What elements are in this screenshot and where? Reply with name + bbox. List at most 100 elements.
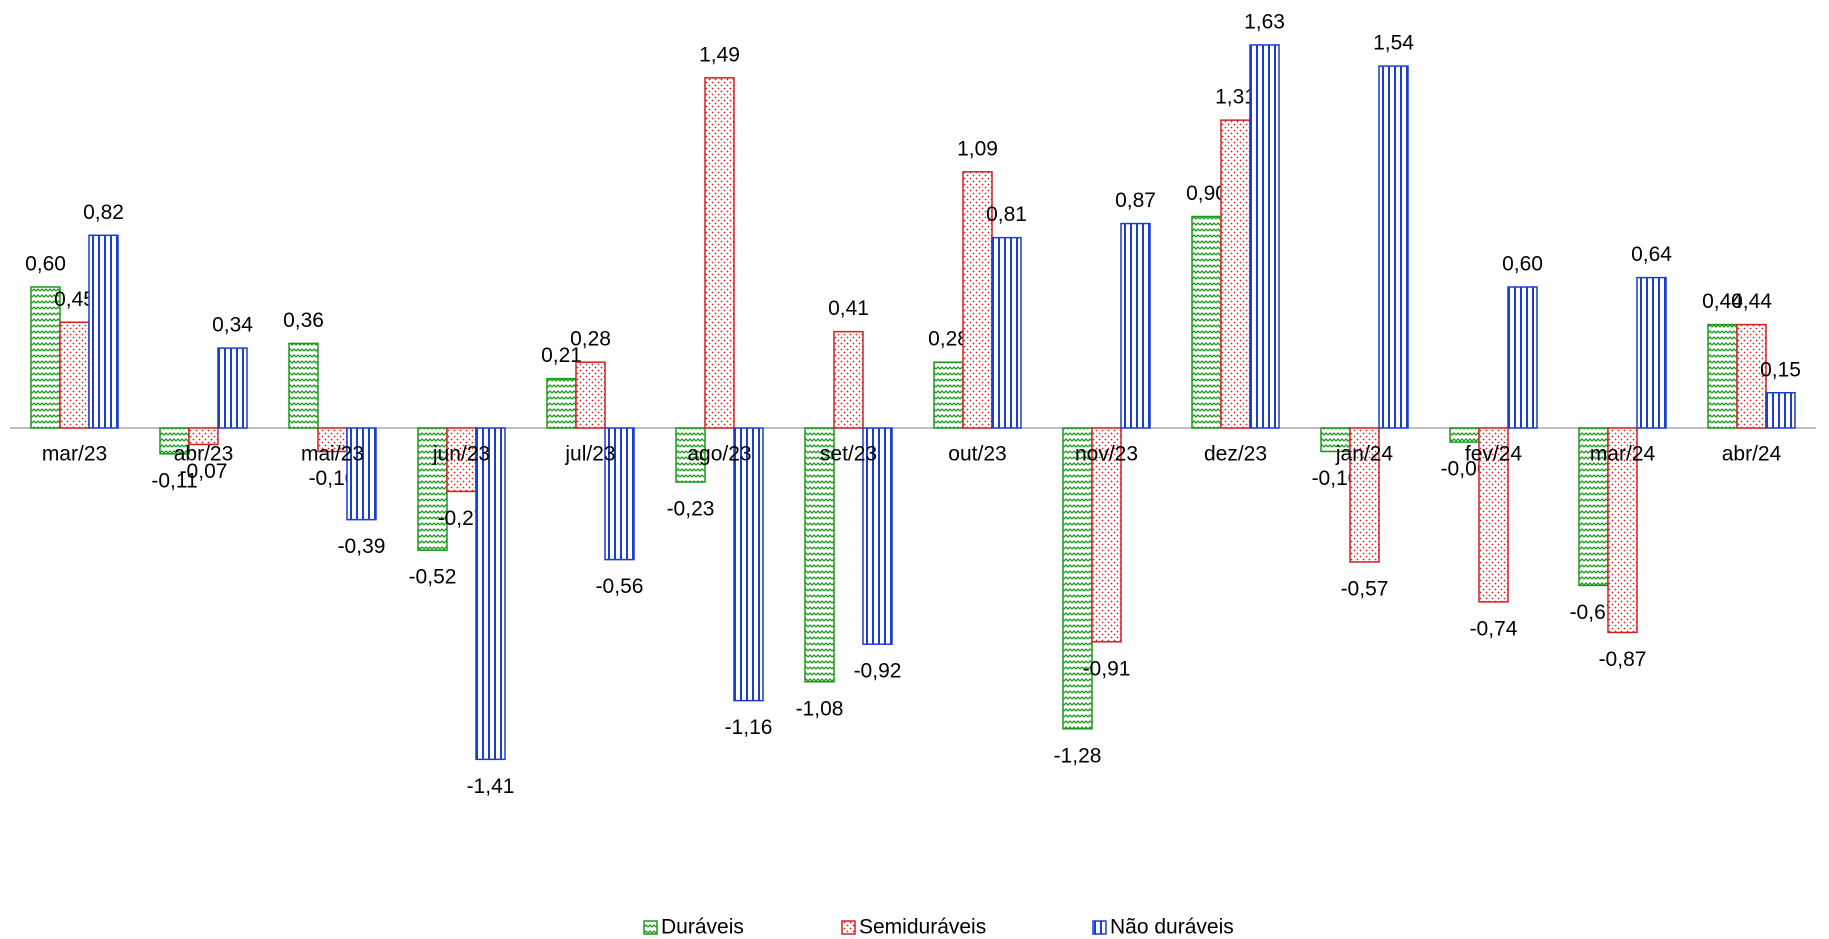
value-label: 1,09 (957, 137, 998, 160)
value-label: -1,41 (467, 775, 515, 798)
bar (675, 427, 706, 483)
value-label: 0,21 (541, 344, 582, 367)
bar (1736, 323, 1767, 429)
value-label: 0,34 (212, 314, 253, 337)
value-label: -1,16 (725, 716, 773, 739)
bar (1349, 427, 1380, 563)
bar (933, 361, 964, 429)
value-label: -0,39 (338, 535, 386, 558)
bar (59, 321, 90, 429)
x-tick-label: jun/23 (432, 443, 490, 466)
bar (733, 427, 764, 702)
value-label: -0,23 (667, 498, 715, 521)
bar (1220, 119, 1251, 429)
value-label: 0,60 (1502, 253, 1543, 276)
value-label: 1,63 (1244, 10, 1285, 33)
bar (704, 77, 735, 429)
x-tick-label: abr/24 (1722, 443, 1782, 466)
value-label: 0,60 (25, 253, 66, 276)
value-label: -0,91 (1083, 657, 1131, 680)
value-label: 0,87 (1115, 189, 1156, 212)
value-label: 0,90 (1186, 182, 1227, 205)
bar (1191, 215, 1222, 429)
value-label: 0,81 (986, 203, 1027, 226)
bar (1707, 323, 1738, 429)
bar (188, 427, 219, 446)
value-label: 0,44 (1702, 290, 1743, 313)
bar (1249, 44, 1280, 429)
value-label: 0,44 (1731, 290, 1772, 313)
x-tick-label: mar/24 (1590, 443, 1656, 466)
x-tick-label: mai/23 (301, 443, 364, 466)
value-label: -0,74 (1470, 617, 1518, 640)
value-label: -0,92 (854, 660, 902, 683)
x-tick-label: fev/24 (1465, 443, 1523, 466)
bar (546, 377, 577, 429)
bar (1507, 286, 1538, 429)
value-label: -0,67 (1570, 601, 1618, 624)
x-tick-label: jan/24 (1335, 443, 1394, 466)
legend-swatch (643, 920, 658, 935)
value-label: -0,07 (180, 460, 228, 483)
value-label: -1,28 (1054, 744, 1102, 767)
x-tick-label: set/23 (820, 443, 877, 466)
value-label: 1,31 (1215, 86, 1256, 109)
bar (962, 171, 993, 429)
bar (604, 427, 635, 561)
bar (991, 236, 1022, 429)
value-label: -0,11 (151, 469, 197, 492)
value-label: 1,54 (1373, 32, 1414, 55)
value-label: 0,15 (1760, 358, 1801, 381)
value-label: -0,10 (309, 467, 357, 490)
x-tick-label: ago/23 (687, 443, 751, 466)
bar (833, 330, 864, 429)
bar (1091, 427, 1122, 643)
value-label: 0,82 (83, 201, 124, 224)
legend-swatch (1092, 920, 1107, 935)
bar (1120, 222, 1151, 429)
value-label: 0,28 (928, 328, 969, 351)
value-label: 0,41 (828, 297, 869, 320)
value-label: -0,27 (438, 507, 486, 530)
legend-swatch (841, 920, 856, 935)
x-tick-label: nov/23 (1075, 443, 1138, 466)
value-label: -1,08 (796, 697, 844, 720)
legend-label: Semiduráveis (859, 916, 986, 939)
x-tick-label: abr/23 (174, 443, 234, 466)
bar (1378, 65, 1409, 429)
value-label: -0,06 (1441, 458, 1489, 481)
bar (88, 234, 119, 429)
value-label: 0,36 (283, 309, 324, 332)
value-label: 0,45 (54, 288, 95, 311)
bar (575, 361, 606, 429)
value-label: -0,10 (1312, 467, 1360, 490)
bar (1765, 392, 1796, 429)
bar (862, 427, 893, 645)
value-label: -0,52 (409, 566, 457, 589)
value-label: -0,56 (596, 575, 644, 598)
bar (804, 427, 835, 683)
value-label: 0,28 (570, 328, 611, 351)
bar (417, 427, 448, 551)
bar (1478, 427, 1509, 603)
legend-label: Não duráveis (1110, 916, 1234, 939)
x-tick-label: out/23 (948, 443, 1006, 466)
value-label: 1,49 (699, 43, 740, 66)
bar (1062, 427, 1093, 730)
value-label: -0,57 (1341, 577, 1389, 600)
bar (346, 427, 377, 521)
x-tick-label: dez/23 (1204, 443, 1267, 466)
value-label: 0,64 (1631, 243, 1672, 266)
value-label: -0,87 (1599, 648, 1647, 671)
bar (1607, 427, 1638, 634)
bar (1636, 276, 1667, 429)
bar (475, 427, 506, 761)
x-tick-label: jul/23 (564, 443, 615, 466)
bar (288, 342, 319, 429)
bar (217, 347, 248, 429)
bar (1449, 427, 1480, 443)
x-tick-label: mar/23 (42, 443, 107, 466)
legend-label: Duráveis (661, 916, 744, 939)
